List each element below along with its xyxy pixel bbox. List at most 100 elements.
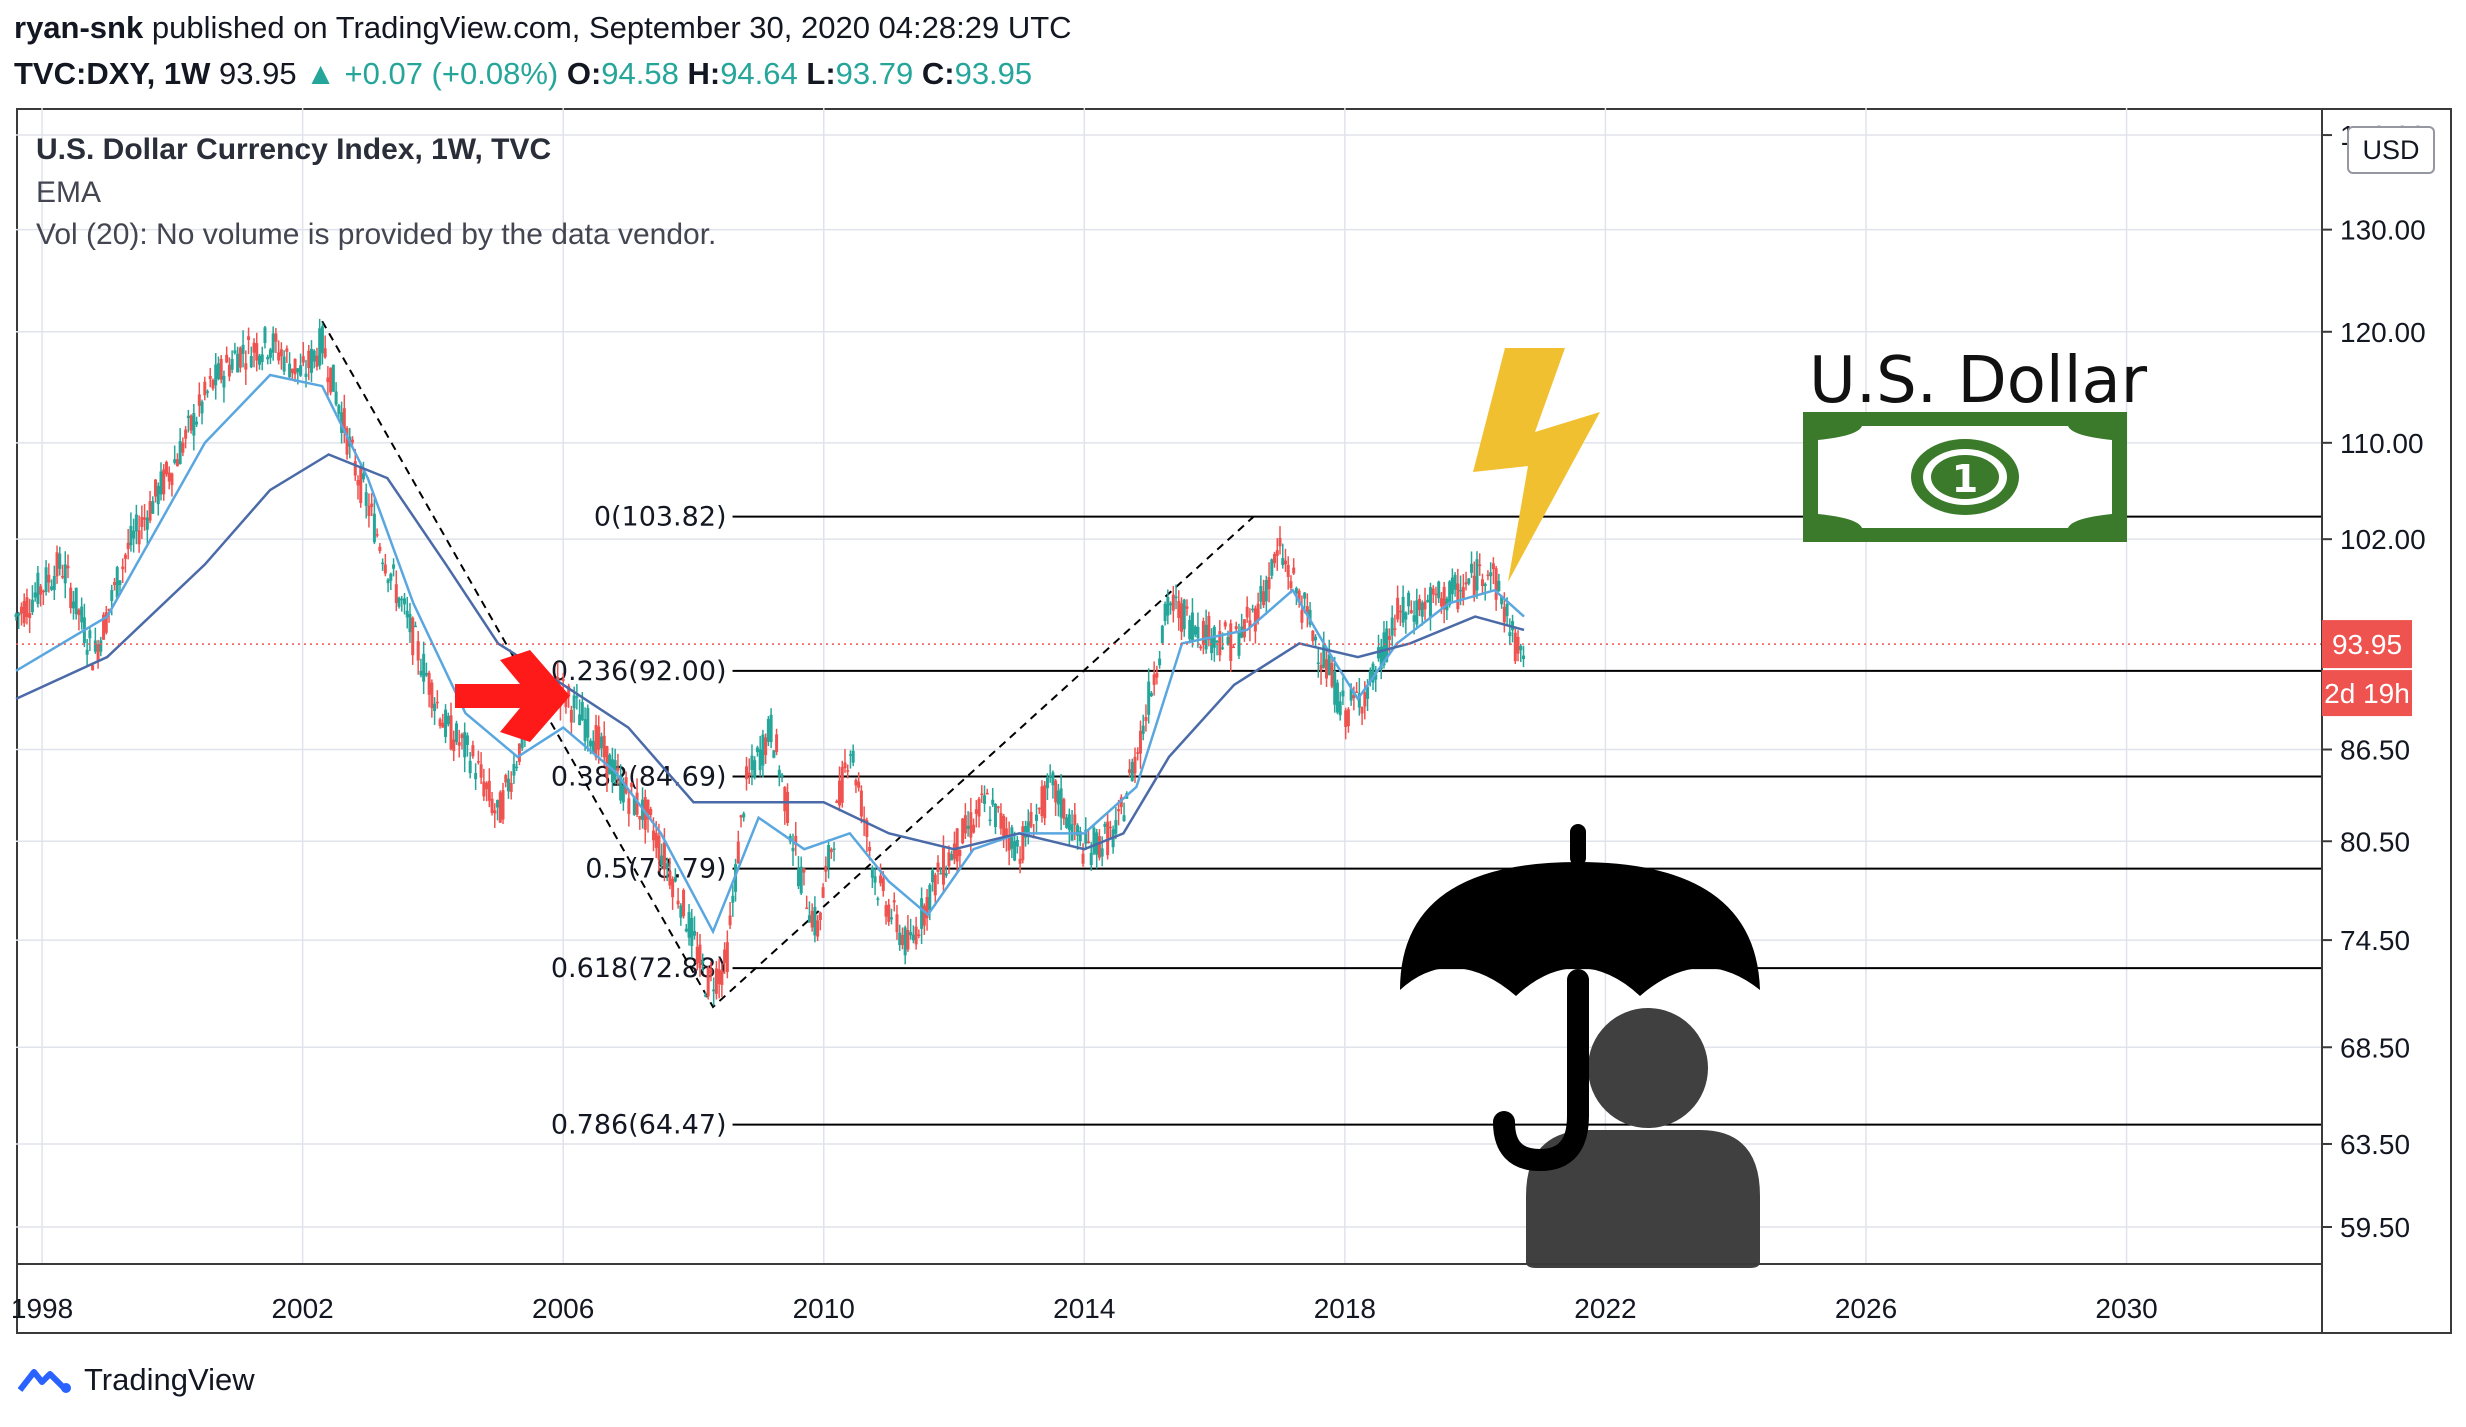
candle-body (1475, 559, 1479, 591)
candle-body (698, 944, 702, 969)
candle-body (257, 355, 261, 365)
candle-body (28, 613, 32, 619)
candle-body (1319, 664, 1323, 671)
candle-body (504, 775, 508, 783)
candle-body (143, 517, 147, 520)
candle-body (712, 989, 716, 992)
candle-body (865, 820, 869, 837)
candle-body (460, 734, 464, 739)
candle-body (665, 863, 669, 869)
candle-body (840, 767, 844, 803)
candle-body (279, 349, 283, 357)
candle-body (178, 441, 182, 465)
candle-body (1174, 596, 1178, 599)
candle-body (230, 359, 234, 370)
candle-body (233, 350, 237, 354)
candle-body (200, 401, 204, 414)
candle-body (1062, 799, 1066, 819)
candle-body (1393, 628, 1397, 630)
plot-area[interactable]: 0(103.82) 0.236(92.00) 0.382(84.69) 0.5(78.… (14, 318, 2323, 1141)
candle-body (1305, 606, 1309, 615)
candle-body (983, 795, 987, 804)
candle-body (909, 932, 913, 936)
candle-body (290, 368, 294, 373)
candle-body (1480, 579, 1484, 587)
trend-line-dashed (321, 320, 1255, 1009)
candle-body (966, 825, 970, 829)
candle-body (1407, 592, 1411, 607)
candle-body (561, 679, 565, 681)
candle-body (755, 747, 759, 753)
candle-body (1018, 858, 1022, 864)
candle-body (1418, 599, 1422, 611)
candle-body (241, 344, 245, 354)
ema-legend[interactable]: EMA (36, 176, 102, 209)
countdown-badge: 2d 19h (2324, 678, 2410, 709)
candle-body (1185, 606, 1189, 609)
candle-body (515, 766, 519, 769)
candle-body (714, 968, 718, 994)
candle-body (299, 365, 303, 376)
candle-body (236, 353, 240, 373)
candle-body (684, 928, 688, 932)
candle-body (958, 850, 962, 857)
candle-body (170, 473, 174, 486)
candle-body (22, 600, 26, 624)
candle-body (121, 566, 125, 570)
price-badge-bg (2322, 620, 2412, 669)
candle-body (1297, 590, 1301, 603)
candle-body (293, 358, 297, 375)
candle-body (1283, 560, 1287, 565)
candle-body (47, 574, 51, 583)
candle-body (766, 719, 770, 742)
candle-body (372, 513, 376, 543)
footer-brand[interactable]: TradingView (84, 1362, 255, 1397)
candle-body (304, 373, 308, 377)
candle-body (214, 364, 218, 386)
candle-body (422, 653, 426, 682)
candle-body (416, 641, 420, 661)
candle-body (85, 649, 89, 655)
candle-body (454, 723, 458, 743)
candle-body (764, 737, 768, 756)
candle-body (509, 782, 513, 792)
candle-body (1281, 558, 1285, 565)
candle-body (1508, 632, 1512, 637)
candle-body (238, 347, 242, 368)
candle-body (1190, 612, 1194, 642)
candle-body (268, 349, 272, 358)
candle-body (80, 606, 84, 623)
candle-body (1015, 839, 1019, 847)
candle-body (471, 745, 475, 757)
candle-body (750, 755, 754, 771)
candle-body (1264, 580, 1268, 602)
candle-body (1423, 601, 1427, 610)
x-tick-label: 2022 (1574, 1293, 1636, 1324)
candle-body (1108, 826, 1112, 829)
candle-body (646, 799, 650, 820)
x-tick-label: 2014 (1053, 1293, 1115, 1324)
candle-body (1346, 709, 1350, 727)
tradingview-logo-icon[interactable] (18, 1364, 74, 1396)
candle-body (1338, 701, 1342, 716)
candle-body (255, 343, 259, 361)
candle-body (66, 565, 70, 569)
candle-body (1163, 603, 1167, 622)
author[interactable]: ryan-snk (14, 10, 144, 45)
close-label: C: (921, 56, 955, 91)
candle-body (1516, 636, 1520, 654)
candle-body (195, 421, 199, 425)
candle-body (917, 934, 921, 936)
countdown-badge-bg (2322, 670, 2412, 717)
currency-scale-button[interactable]: USD (2347, 126, 2435, 174)
candle-body (786, 791, 790, 824)
candle-body (936, 862, 940, 872)
candle-body (110, 589, 114, 601)
candle-body (892, 900, 896, 903)
volume-legend[interactable]: Vol (20): No volume is provided by the d… (36, 218, 717, 251)
candle-body (1054, 780, 1058, 803)
candle-body (345, 428, 349, 455)
overlay-art: 1 U.S. Dollar (455, 344, 2148, 1268)
candle-body (838, 780, 842, 806)
